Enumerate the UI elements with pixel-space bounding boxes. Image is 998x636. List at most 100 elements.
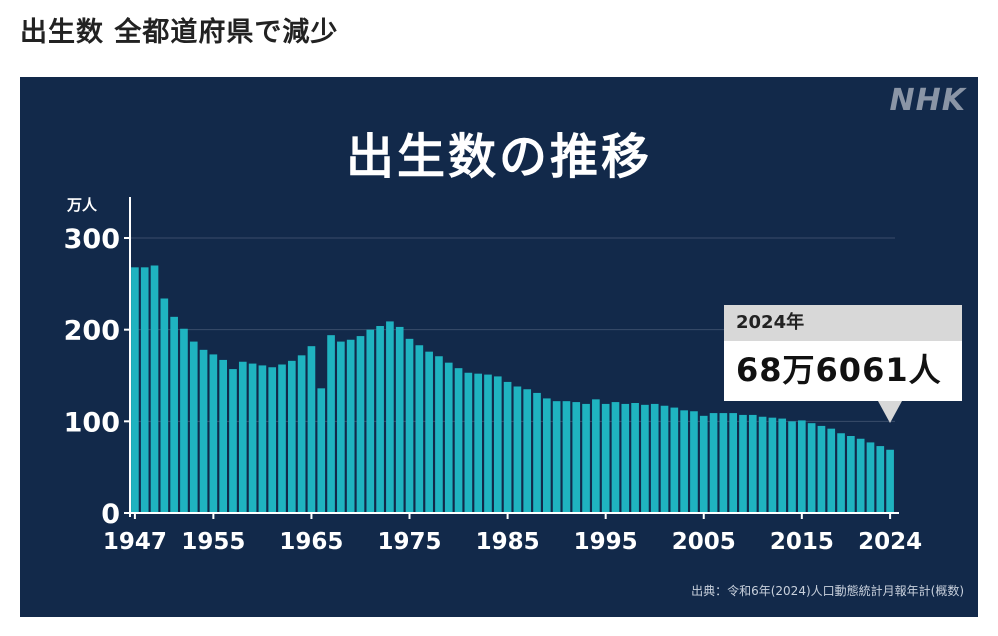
x-tick-label: 1985 [476,529,540,555]
bar-1976 [415,345,424,513]
bar-1999 [641,404,649,513]
bar-1980 [454,368,463,513]
bar-2005 [699,415,708,513]
bar-2010 [748,414,757,513]
bar-1962 [278,364,286,513]
bar-2013 [778,418,787,513]
bar-1987 [523,389,532,513]
bar-1969 [346,339,355,513]
bar-1978 [435,356,443,513]
y-tick-label: 200 [64,316,120,347]
bar-1954 [199,349,208,513]
nhk-logo: NHK [889,83,966,118]
page-headline: 出生数 全都道府県で減少 [20,17,339,48]
x-tick-label: 2015 [770,529,834,555]
bar-1964 [297,355,306,513]
x-tick-label: 1975 [378,529,442,555]
bar-2002 [670,407,679,513]
x-tick-label: 1947 [103,529,167,555]
bar-2014 [788,421,796,513]
bar-2007 [719,413,728,513]
bar-1977 [425,351,433,513]
bar-1992 [572,402,581,513]
bar-2000 [650,403,659,513]
callout-year: 2024年 [724,305,962,341]
x-tick-label: 1955 [181,529,245,555]
bar-1973 [386,321,394,513]
bar-1953 [189,341,198,513]
bar-1948 [140,267,149,513]
x-tick-label: 2024 [858,529,922,555]
axis-layer: 0 100 200 300 万人 1947 1955 1965 1975 1985 1995 2005… [64,196,922,555]
bar-2021 [856,438,865,513]
bar-1951 [170,316,178,513]
bar-2009 [739,414,747,513]
bar-2016 [807,423,816,513]
bar-1996 [611,402,620,513]
callout-value: 68万6061人 [736,351,942,389]
bar-2004 [690,411,698,513]
bar-2006 [709,413,718,513]
bar-1970 [356,336,365,513]
bar-1993 [582,403,590,513]
bar-1988 [533,392,541,513]
bar-1998 [631,403,639,513]
birth-chart: 0 100 200 300 万人 1947 1955 1965 1975 1985 1995 2005… [64,196,922,555]
bar-1967 [327,335,335,513]
bar-2012 [768,417,777,513]
bar-1963 [288,360,296,513]
bar-1994 [592,399,600,513]
y-tick-label: 100 [64,407,120,438]
callout-pointer [878,401,902,423]
bar-1966 [317,388,326,513]
bar-1989 [543,398,551,513]
y-unit-label: 万人 [66,196,98,214]
bar-1972 [376,326,384,513]
bar-2023 [876,446,885,513]
x-tick-label: 1965 [279,529,343,555]
bar-1997 [621,403,630,513]
bar-1985 [503,381,512,513]
bar-1979 [444,362,453,513]
bar-2015 [798,420,806,513]
bar-2008 [729,413,737,513]
bar-2017 [817,425,826,513]
bar-1950 [160,298,169,513]
bar-1960 [258,365,267,513]
bar-1991 [562,401,571,513]
bar-2019 [837,433,845,513]
bar-1965 [307,346,316,513]
bar-1984 [493,376,502,513]
y-tick-label: 300 [64,224,120,255]
bar-layer [131,265,894,513]
source-note: 出典：令和6年(2024)人口動態統計月報年計(概数) [691,584,964,598]
bar-2011 [758,416,767,513]
bar-1981 [464,372,473,513]
y-tick-label: 0 [101,499,120,530]
bar-1956 [219,359,227,513]
bar-1968 [337,341,345,513]
bar-1952 [180,328,188,513]
bar-1982 [474,373,482,513]
bar-1974 [395,326,404,513]
bar-2018 [827,428,836,513]
latest-callout: 2024年 68万6061人 [724,305,962,401]
bar-1947 [131,267,139,513]
bar-2001 [660,405,669,513]
bar-2024 [886,449,894,513]
bar-1949 [150,265,159,513]
bar-2003 [680,410,688,513]
x-tick-label: 1995 [574,529,638,555]
bar-1983 [484,374,492,513]
bar-1955 [209,354,218,513]
bar-2022 [866,442,875,513]
bar-1986 [513,386,522,513]
bar-1961 [268,367,277,513]
chart-panel: NHK 出生数の推移 0 100 200 300 万人 1947 1955 1965 1975 1… [20,77,978,617]
chart-title: 出生数の推移 [345,129,652,185]
bar-1995 [601,403,610,513]
bar-1971 [366,329,375,513]
bar-1957 [229,369,237,513]
x-tick-label: 2005 [672,529,736,555]
bar-1990 [552,401,561,513]
